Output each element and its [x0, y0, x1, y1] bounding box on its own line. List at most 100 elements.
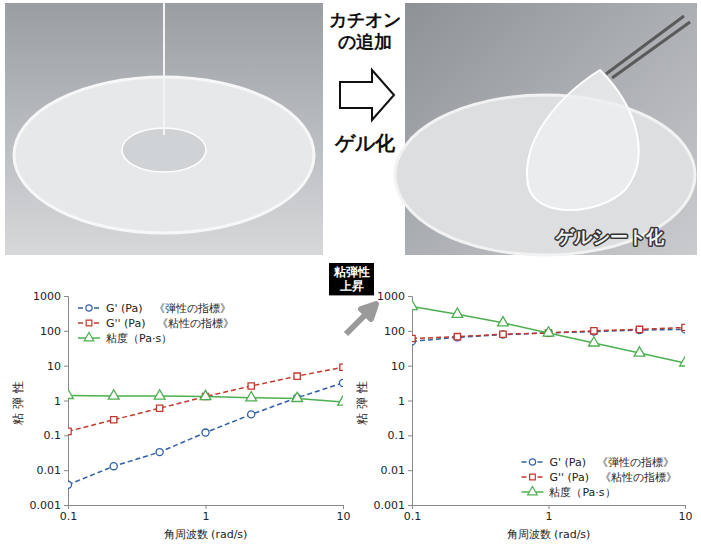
- legend: G' (Pa) 《弾性の指標》 G'' (Pa) 《粘性の指標》粘度（Pa·s）: [78, 302, 234, 345]
- marker: [340, 364, 343, 370]
- tick-mark: [408, 331, 412, 332]
- increase-box-bg: [329, 263, 374, 295]
- tick: 0.01: [37, 464, 69, 477]
- tick-mark: [64, 366, 68, 367]
- axis-line: [64, 297, 69, 506]
- legend-item: G' (Pa) 《弾性の指標》: [521, 456, 674, 469]
- x-axis: 0.1 1 10: [404, 505, 693, 523]
- marker: [498, 317, 509, 326]
- legend-label: G'' (Pa) 《粘性の指標》: [106, 317, 234, 330]
- y-axis: 0.0010.010.11101001000: [30, 290, 69, 512]
- pour-stream: [163, 3, 165, 135]
- tick: 1: [398, 395, 412, 408]
- x-axis-title: 角周波数 (rad/s): [507, 528, 591, 541]
- arrow-label: ゲル化: [334, 131, 396, 155]
- process-arrow: [340, 70, 394, 120]
- tick: 0.001: [30, 499, 69, 512]
- marker: [543, 327, 554, 336]
- legend-label: 粘度（Pa·s）: [549, 486, 615, 499]
- tick-label: 0.01: [381, 464, 406, 477]
- tick-label: 0.1: [388, 429, 406, 442]
- arrow-label: カチオンの追加: [329, 9, 401, 52]
- marker: [682, 324, 685, 330]
- tick-mark: [685, 505, 686, 509]
- tick: 0.1: [388, 429, 413, 442]
- tweezers: [606, 16, 690, 78]
- tick-mark: [64, 331, 68, 332]
- tick: 10: [47, 360, 68, 373]
- y-axis-title: 粘弾性: [11, 377, 25, 425]
- marker: [294, 373, 300, 379]
- marker: [246, 392, 257, 401]
- tick-mark: [206, 505, 207, 509]
- marker: [499, 331, 506, 338]
- legend-swatch: [84, 332, 94, 340]
- marker: [500, 331, 506, 337]
- increase-box: 粘弾性上昇: [329, 263, 374, 295]
- marker: [200, 390, 211, 399]
- tick: 0.01: [381, 464, 413, 477]
- tick-mark: [64, 470, 68, 471]
- series-line: [412, 327, 685, 338]
- tick-label: 10: [391, 360, 405, 373]
- tick-label: 1000: [377, 290, 405, 303]
- legend-item: G'' (Pa) 《粘性の指標》: [521, 471, 677, 484]
- tick: 10: [391, 360, 412, 373]
- tick: 0.1: [60, 505, 78, 523]
- x-axis: 0.1 1 10: [60, 505, 351, 523]
- marker: [156, 405, 162, 411]
- plot-area: [412, 300, 685, 366]
- tick-label: 100: [40, 325, 61, 338]
- marker: [339, 379, 343, 386]
- tick: 1000: [33, 290, 68, 303]
- tick-mark: [408, 470, 412, 471]
- tick-mark: [64, 401, 68, 402]
- legend-item: 粘度（Pa·s）: [521, 486, 615, 499]
- legend-item: 粘度（Pa·s）: [78, 332, 172, 345]
- tick-label: 0.1: [60, 510, 78, 523]
- legend-label: G' (Pa) 《弾性の指標》: [106, 302, 231, 315]
- tick: 0.1: [404, 505, 422, 523]
- marker: [68, 428, 71, 434]
- tick: 1: [203, 505, 210, 523]
- tick-label: 0.001: [374, 499, 406, 512]
- increase-label: 粘弾性上昇: [333, 265, 370, 293]
- series-line: [412, 306, 685, 362]
- marker: [454, 334, 460, 340]
- tick-mark: [64, 505, 68, 506]
- marker: [248, 411, 255, 418]
- tick: 0.001: [374, 499, 413, 512]
- marker: [634, 347, 645, 356]
- marker: [68, 481, 72, 488]
- tick-label: 10: [679, 510, 693, 523]
- photos: [5, 3, 697, 255]
- marker: [412, 335, 415, 341]
- tick-mark: [408, 366, 412, 367]
- legend-label: 粘度（Pa·s）: [106, 332, 172, 345]
- legend-swatch: [86, 305, 92, 311]
- marker: [202, 429, 209, 436]
- tick-label: 0.01: [37, 464, 62, 477]
- marker: [454, 334, 461, 341]
- axis-line: [408, 297, 413, 506]
- tick-label: 1: [546, 510, 553, 523]
- tick: 10: [337, 505, 351, 523]
- marker: [452, 308, 463, 317]
- canvas: ゲルシート化カチオンの追加ゲル化0.11100.0010.010.1110100…: [0, 0, 701, 545]
- tick: 100: [40, 325, 68, 338]
- marker: [636, 326, 642, 332]
- tick: 1000: [377, 290, 412, 303]
- tick: 1: [54, 395, 68, 408]
- tick-mark: [343, 505, 344, 509]
- tick-mark: [408, 296, 412, 297]
- marker: [111, 417, 117, 423]
- tick-mark: [408, 435, 412, 436]
- marker: [591, 328, 597, 334]
- tick-label: 1: [203, 510, 210, 523]
- photo-caption: ゲルシート化: [555, 226, 665, 247]
- tick-label: 1: [398, 395, 405, 408]
- legend-swatch: [528, 486, 538, 494]
- tick-label: 10: [337, 510, 351, 523]
- marker: [110, 463, 117, 470]
- tick-mark: [549, 505, 550, 509]
